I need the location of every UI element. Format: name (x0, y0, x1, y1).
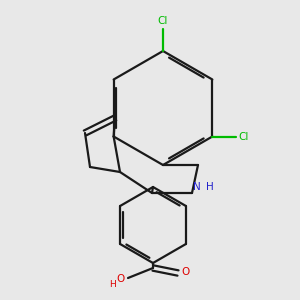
Text: O: O (116, 274, 124, 284)
Text: Cl: Cl (238, 131, 248, 142)
Text: Cl: Cl (158, 16, 168, 26)
Text: O: O (182, 267, 190, 277)
Text: H: H (206, 182, 214, 191)
Text: N: N (193, 182, 201, 191)
Text: H: H (109, 280, 116, 289)
